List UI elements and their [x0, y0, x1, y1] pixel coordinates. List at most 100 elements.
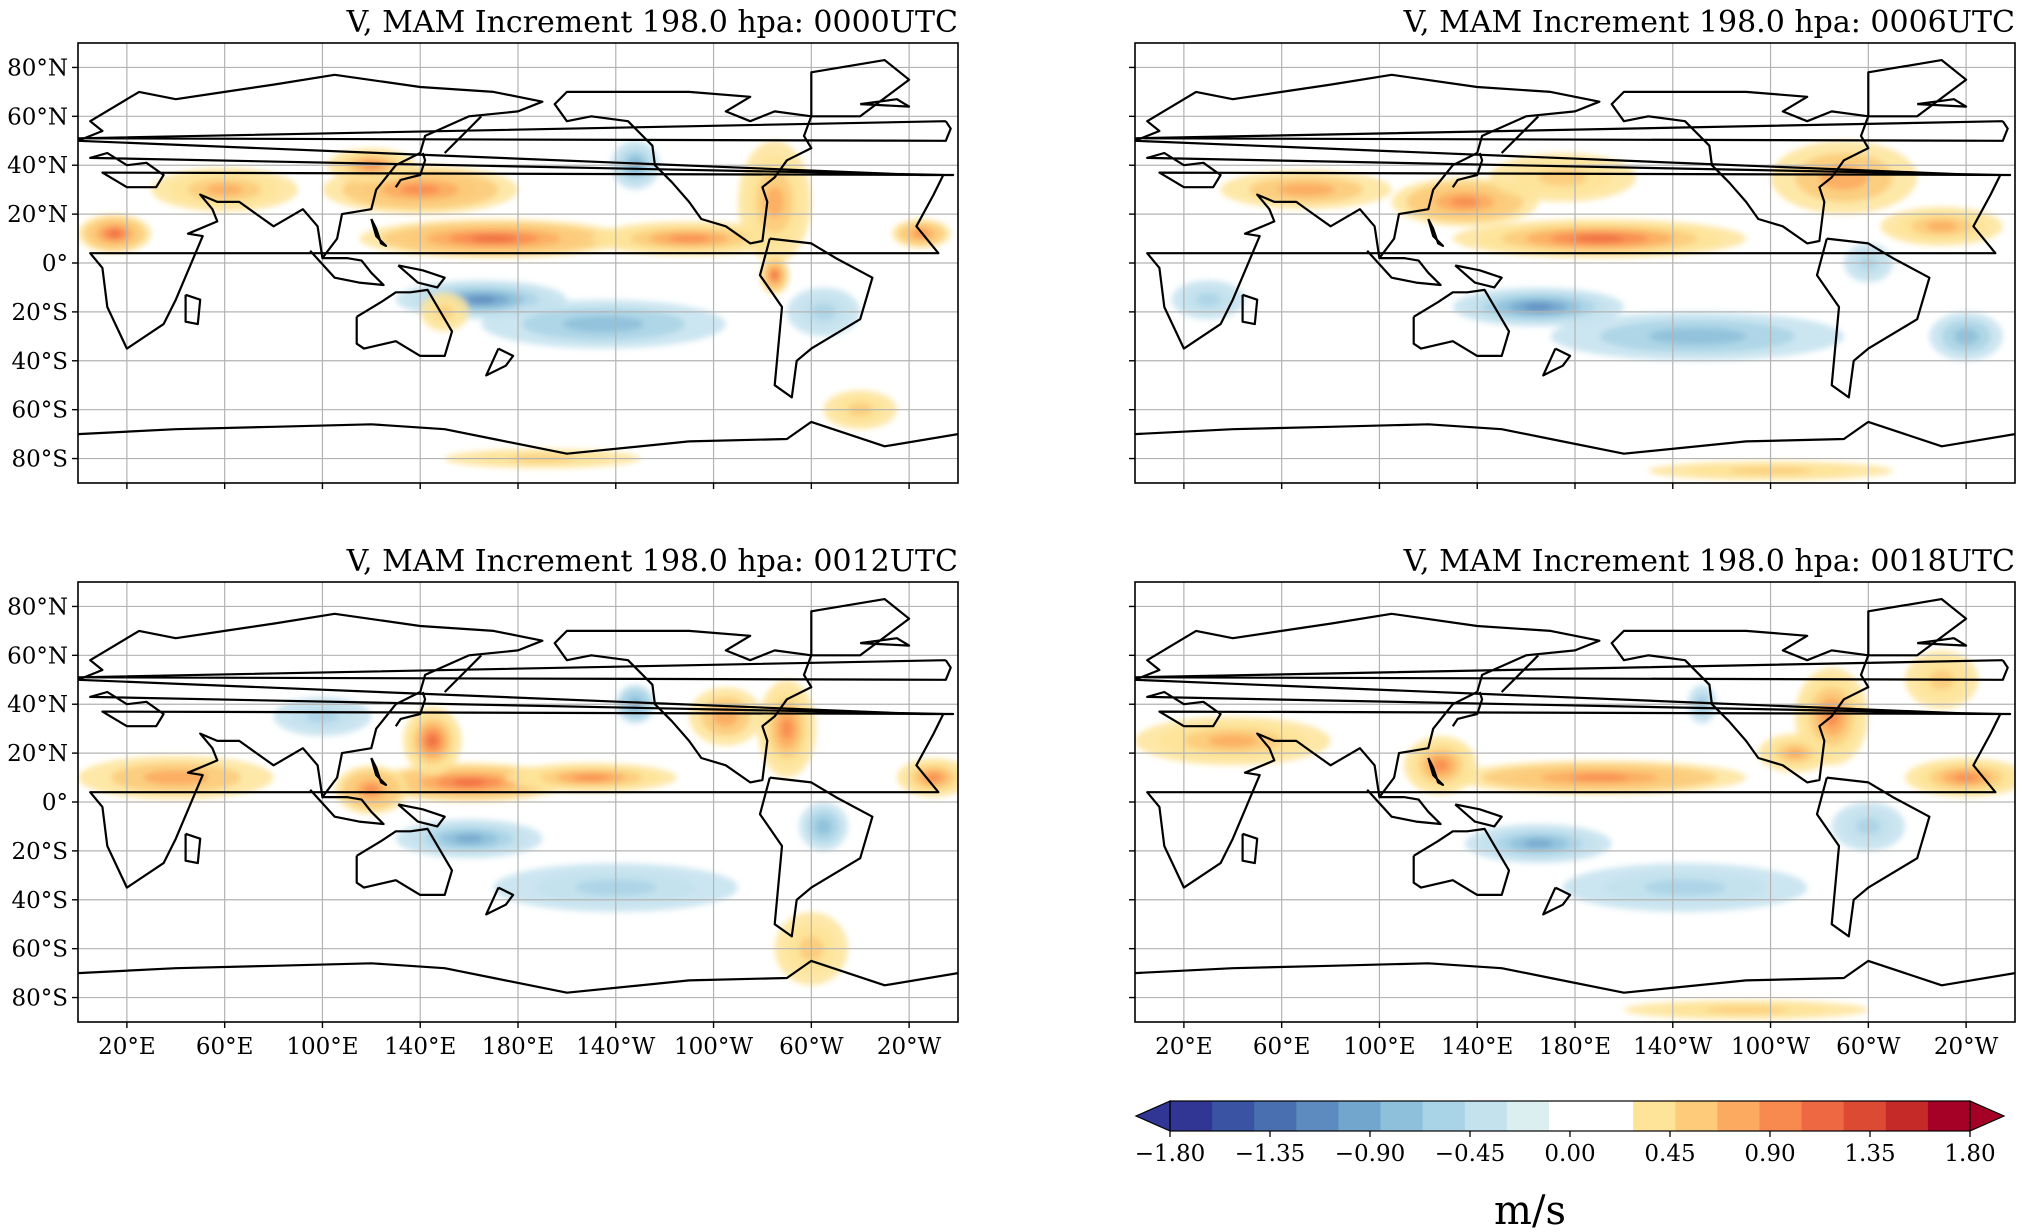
field-blob: [1524, 303, 1553, 311]
colorbar-tick-label: −0.90: [1335, 1141, 1405, 1167]
lat-tick-label: 60°S: [11, 937, 68, 963]
colorbar-segment: [1633, 1101, 1676, 1131]
lat-tick-label: 40°S: [11, 349, 68, 375]
lon-tick-label: 20°E: [1155, 1034, 1213, 1060]
field-blob: [108, 230, 121, 237]
lat-tick-label: 0°: [42, 790, 68, 816]
gridlines: [1135, 43, 2015, 483]
field-blob: [1926, 221, 1957, 232]
field-blob: [772, 271, 778, 279]
field-blob: [1208, 734, 1258, 748]
field-blob: [562, 315, 645, 333]
lon-tick-label: 100°W: [674, 1034, 753, 1060]
colorbar-tick-label: 1.35: [1844, 1141, 1895, 1167]
field-blob: [1433, 759, 1448, 772]
lon-tick-label: 140°W: [576, 1034, 655, 1060]
colorbar-tick-label: 1.80: [1944, 1141, 1995, 1167]
panel-title: V, MAM Increment 198.0 hpa: 0012UTC: [346, 544, 958, 579]
lat-tick-label: 60°N: [7, 104, 68, 130]
colorbar-segment: [1759, 1101, 1803, 1131]
field-blob: [1570, 774, 1629, 781]
colorbar-tick-label: −1.35: [1235, 1141, 1305, 1167]
lat-tick-label: 40°N: [7, 153, 68, 179]
lon-tick-label: 100°E: [286, 1034, 358, 1060]
field-blob: [926, 773, 941, 782]
lon-tick-label: 180°E: [482, 1034, 554, 1060]
map-panel-4: V, MAM Increment 198.0 hpa: 0018UTC 20°E 6…: [1129, 544, 2016, 1060]
field-blob: [427, 735, 438, 747]
field-blob: [1648, 328, 1747, 345]
colorbar-segment: [1254, 1101, 1297, 1131]
lat-tick-label: 80°N: [7, 594, 68, 620]
lat-tick-label: 20°S: [11, 300, 68, 326]
coastlines: [78, 59, 958, 455]
field-blob: [1523, 839, 1554, 848]
colorbar-units-label: m/s: [1494, 1188, 1566, 1232]
lat-tick-label: 20°S: [11, 839, 68, 865]
gridlines: [78, 582, 958, 1022]
lat-tick-label: 40°S: [11, 888, 68, 914]
field-blob: [815, 818, 832, 835]
panel-title: V, MAM Increment 198.0 hpa: 0000UTC: [346, 5, 958, 40]
field-blob: [467, 296, 496, 303]
lon-tick-label: 100°W: [1731, 1034, 1810, 1060]
panel-title: V, MAM Increment 198.0 hpa: 0018UTC: [1403, 544, 2015, 579]
field-blob: [574, 774, 609, 781]
lat-tick-label: 80°S: [11, 447, 68, 473]
map-panel-2: V, MAM Increment 198.0 hpa: 0006UTC: [1129, 5, 2016, 489]
lon-tick-label: 20°E: [98, 1034, 156, 1060]
lon-tick-label: 60°E: [196, 1034, 254, 1060]
lat-tick-label: 20°N: [7, 741, 68, 767]
lon-tick-label: 140°E: [1441, 1034, 1513, 1060]
colorbar-tick-label: 0.90: [1744, 1141, 1795, 1167]
colorbar-tick-label: −1.80: [1135, 1141, 1205, 1167]
field-blob: [452, 779, 486, 786]
lon-tick-label: 20°W: [1934, 1034, 1999, 1060]
colorbar-segment: [1843, 1101, 1887, 1131]
coastlines: [1135, 598, 2015, 994]
map-panels: V, MAM Increment 198.0 hpa: 0000UTC 80°N 6…: [7, 5, 2016, 1060]
lat-tick-label: 80°S: [11, 986, 68, 1012]
lat-tick-label: 0°: [42, 251, 68, 277]
lon-tick-label: 60°W: [1836, 1034, 1901, 1060]
lon-tick-label: 60°W: [779, 1034, 844, 1060]
lat-tick-label: 40°N: [7, 692, 68, 718]
lon-tick-label: 20°W: [877, 1034, 942, 1060]
lat-tick-label: 60°N: [7, 643, 68, 669]
colorbar-segment: [1464, 1101, 1508, 1131]
colorbar-extend-high: [1969, 1100, 2006, 1132]
colorbar-segment: [1548, 1101, 1592, 1131]
coastlines: [78, 598, 958, 994]
colorbar-segment: [1422, 1101, 1466, 1131]
field-blob: [1277, 183, 1335, 197]
field-blob: [781, 718, 793, 739]
field-blob: [1196, 293, 1221, 307]
field-blob: [1450, 197, 1480, 207]
field-blob: [1538, 169, 1588, 186]
field-blob: [1705, 1006, 1787, 1014]
colorbar-segment: [1675, 1101, 1718, 1131]
lon-tick-label: 180°E: [1539, 1034, 1611, 1060]
colorbar-tick-label: −0.45: [1435, 1141, 1505, 1167]
colorbar-extend-low: [1134, 1100, 1171, 1132]
map-panel-1: V, MAM Increment 198.0 hpa: 0000UTC 80°N 6…: [7, 5, 959, 489]
coastlines: [1135, 59, 2015, 455]
colorbar-segment: [1801, 1101, 1845, 1131]
colorbar-segment: [1170, 1101, 1213, 1131]
field-blob: [1644, 879, 1726, 896]
map-panel-3: V, MAM Increment 198.0 hpa: 0012UTC 80°N 6…: [7, 544, 959, 1060]
field-blob: [669, 235, 709, 242]
lon-tick-label: 140°W: [1633, 1034, 1712, 1060]
field-blob: [454, 834, 484, 843]
colorbar-segment: [1338, 1101, 1382, 1131]
lat-tick-label: 20°N: [7, 202, 68, 228]
colorbar-segment: [1927, 1101, 1971, 1131]
colorbar: −1.80 −1.35 −0.90 −0.45 0.00 0.45 0.90 1.35 1.80…: [1134, 1100, 2006, 1232]
colorbar-segment: [1717, 1101, 1760, 1131]
lat-tick-label: 80°N: [7, 55, 68, 81]
field-blob: [713, 706, 738, 727]
colorbar-segment: [1380, 1101, 1424, 1131]
lon-tick-label: 100°E: [1343, 1034, 1415, 1060]
lon-tick-label: 140°E: [384, 1034, 456, 1060]
